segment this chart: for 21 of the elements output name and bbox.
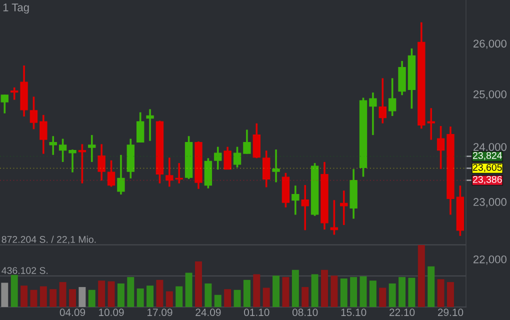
y-tick-label: 22,000 bbox=[474, 255, 506, 265]
annotation: / 22,1 Mio. bbox=[51, 236, 96, 244]
x-tick-label: 08.10 bbox=[292, 308, 318, 316]
x-tick-label: 24.09 bbox=[196, 308, 221, 316]
x-tick-label: 22.10 bbox=[390, 308, 415, 316]
y-tick-label: 436.102 S. bbox=[2, 267, 48, 274]
y-tick-label: 23,000 bbox=[474, 198, 506, 208]
y-tick-label: 25,000 bbox=[474, 90, 506, 100]
y-tick-label: 872.204 S. bbox=[2, 236, 48, 243]
x-tick-label: 01.10 bbox=[244, 308, 270, 316]
x-tick-label: 15.10 bbox=[341, 308, 366, 316]
chart-subtitle: 1 Tag bbox=[3, 4, 29, 14]
x-tick-label: 04.09 bbox=[60, 308, 86, 316]
x-tick-label: 10.09 bbox=[99, 308, 124, 316]
x-tick-label: 17.09 bbox=[147, 308, 172, 316]
ref-line-label: 23,824 bbox=[473, 152, 502, 160]
ref-line-label: 23,605 bbox=[473, 164, 502, 172]
y-tick-label: 24,000 bbox=[474, 143, 506, 152]
ref-line-label: 23,386 bbox=[473, 176, 502, 184]
x-tick-label: 29.10 bbox=[438, 308, 464, 316]
y-tick-label: 26,000 bbox=[474, 40, 506, 49]
